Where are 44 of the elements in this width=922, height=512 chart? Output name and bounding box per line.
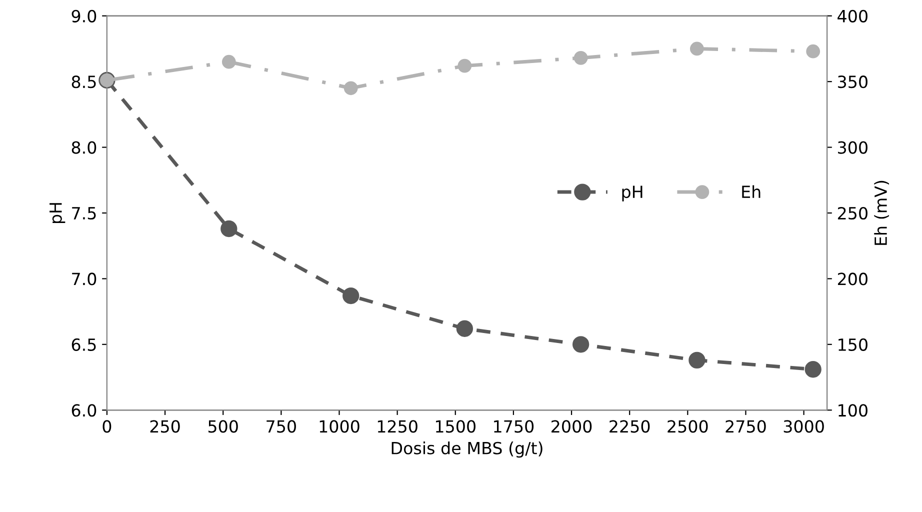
point xyxy=(222,54,236,69)
x-tick-label: 1000 xyxy=(320,420,360,433)
point xyxy=(220,220,238,238)
x-tick-label: 2750 xyxy=(726,420,766,433)
y2-tick-label: 200 xyxy=(838,272,868,286)
y-tick-label: 6.5 xyxy=(72,338,96,351)
point xyxy=(804,361,822,378)
x-tick-label: 500 xyxy=(208,420,238,433)
x-tick-label: 250 xyxy=(150,420,180,433)
point xyxy=(572,336,590,353)
x-tick-label: 750 xyxy=(266,420,296,433)
y2-tick-label: 350 xyxy=(838,76,868,88)
x-tick-label: 2000 xyxy=(552,420,592,433)
y2-tick-label: 100 xyxy=(838,404,868,417)
point xyxy=(344,81,358,96)
point xyxy=(456,320,474,337)
x-axis-title: Dosis de MBS (g/t) xyxy=(392,442,542,458)
point xyxy=(690,42,704,56)
x-tick-label: 1250 xyxy=(378,420,418,433)
y-tick-label: 7.5 xyxy=(72,207,96,220)
y-tick-label: 6.0 xyxy=(72,404,96,417)
y2-tick-label: 150 xyxy=(838,338,868,351)
y2-tick-label: 300 xyxy=(838,141,868,154)
point xyxy=(806,44,820,58)
point xyxy=(574,50,588,65)
x-tick-label: 3000 xyxy=(784,420,824,433)
x-tick-label: 0 xyxy=(102,420,112,433)
x-tick-label: 1750 xyxy=(494,420,534,433)
y2-tick-label: 400 xyxy=(838,10,868,22)
y2-tick-label: 250 xyxy=(838,206,868,220)
x-tick-label: 2500 xyxy=(668,420,708,433)
point xyxy=(342,287,360,304)
legend-label: Eh xyxy=(742,185,760,198)
y-tick-label: 7.0 xyxy=(72,272,96,286)
point xyxy=(458,58,472,73)
point xyxy=(688,352,706,369)
y-tick-label: 9.0 xyxy=(72,10,96,22)
y2-axis-title: Eh (mV) xyxy=(874,180,889,245)
y-axis-title: pH xyxy=(50,203,66,224)
y-tick-label: 8.0 xyxy=(72,141,96,154)
x-tick-label: 1500 xyxy=(436,420,476,433)
legend-label: pH xyxy=(622,186,642,202)
y-tick-label: 8.5 xyxy=(72,76,96,88)
x-tick-label: 2250 xyxy=(610,420,650,433)
